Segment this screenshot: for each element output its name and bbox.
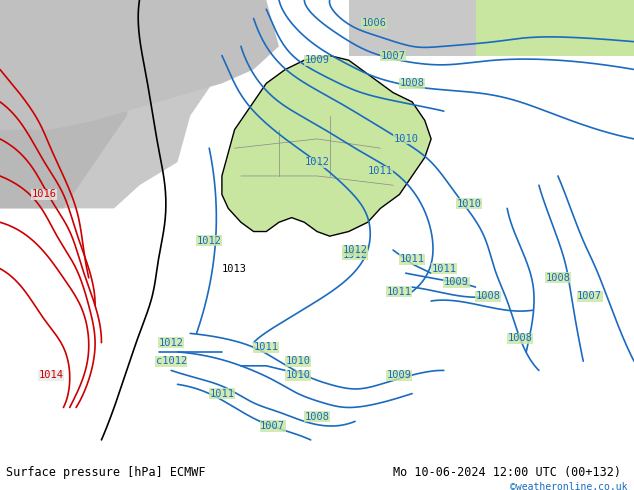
Text: 1011: 1011 [431,264,456,273]
Text: 1008: 1008 [476,292,501,301]
Text: 1009: 1009 [444,277,469,288]
Text: 1011: 1011 [399,254,425,264]
Polygon shape [476,0,634,55]
Text: 1009: 1009 [304,55,330,65]
Text: 1012: 1012 [158,338,184,348]
Polygon shape [0,0,279,130]
Text: 1010: 1010 [285,356,311,366]
Text: 1008: 1008 [545,273,571,283]
Text: 1011: 1011 [254,343,279,352]
Text: 1010: 1010 [393,134,418,144]
Polygon shape [0,0,139,208]
Text: 1010: 1010 [285,370,311,380]
Polygon shape [0,0,241,208]
Text: 1016: 1016 [32,190,57,199]
Polygon shape [349,0,476,55]
Text: 1012: 1012 [197,236,222,246]
Text: 1912: 1912 [342,250,368,260]
Text: 1007: 1007 [260,421,285,431]
Text: 1012: 1012 [342,245,368,255]
Text: 1009: 1009 [387,370,412,380]
Text: 1010: 1010 [456,199,482,209]
Text: 1012: 1012 [304,157,330,167]
Text: 1011: 1011 [209,389,235,398]
Text: 1008: 1008 [399,78,425,88]
Text: 1011: 1011 [368,166,393,176]
Text: 1007: 1007 [380,50,406,61]
Text: 1007: 1007 [577,292,602,301]
Text: ©weatheronline.co.uk: ©weatheronline.co.uk [510,482,628,490]
Text: 1011: 1011 [387,287,412,297]
Text: 1014: 1014 [38,370,63,380]
Polygon shape [222,55,431,236]
Text: Mo 10-06-2024 12:00 UTC (00+132): Mo 10-06-2024 12:00 UTC (00+132) [393,466,621,479]
Text: 1008: 1008 [507,333,533,343]
Text: c1012: c1012 [155,356,187,366]
Text: 1008: 1008 [304,412,330,422]
Text: 1013: 1013 [222,264,247,273]
Text: Surface pressure [hPa] ECMWF: Surface pressure [hPa] ECMWF [6,466,206,479]
Text: 1006: 1006 [361,18,387,28]
